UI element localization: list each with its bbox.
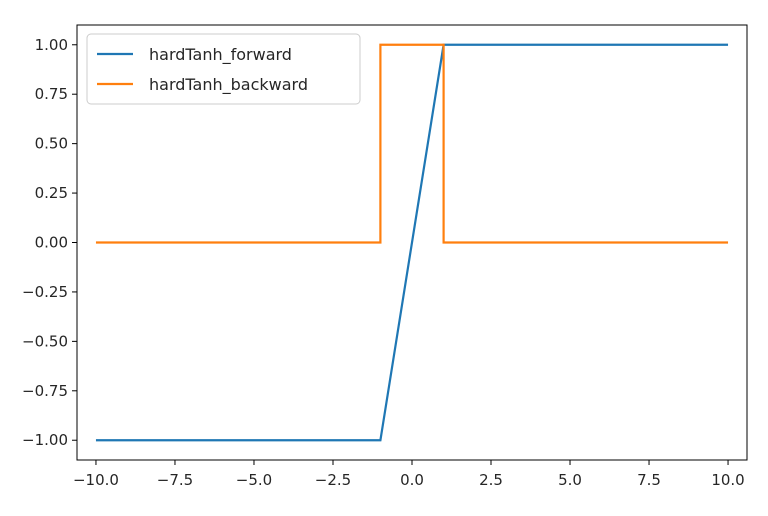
legend-label: hardTanh_backward [149, 75, 308, 95]
x-axis: −10.0 −7.5 −5.0 −2.5 0.0 2.5 5.0 7.5 10.0 [73, 460, 745, 489]
x-tick-label: −10.0 [73, 471, 119, 489]
series-lines [95, 43, 729, 442]
legend-box [86, 33, 361, 105]
y-tick-label: 0.25 [35, 184, 68, 202]
series-line-hardTanh_forward [95, 43, 729, 442]
x-tick-label: 7.5 [637, 471, 661, 489]
x-tick-label: −2.5 [315, 471, 351, 489]
y-axis: 1.00 0.75 0.50 0.25 0.00 −0.25 −0.50 −0.75 −1.00 [22, 36, 77, 449]
series-line-hardTanh_backward [95, 43, 729, 244]
legend: hardTanh_forward hardTanh_backward [86, 33, 361, 105]
x-tick-label: −5.0 [236, 471, 272, 489]
y-tick-label: −0.25 [22, 283, 68, 301]
x-tick-label: 5.0 [558, 471, 582, 489]
x-tick-label: −7.5 [157, 471, 193, 489]
y-tick-label: −1.00 [22, 431, 68, 449]
y-tick-label: 0.75 [35, 85, 68, 103]
y-tick-label: 1.00 [35, 36, 68, 54]
legend-items: hardTanh_forward hardTanh_backward [97, 45, 308, 95]
y-tick-label: −0.75 [22, 382, 68, 400]
y-tick-label: −0.50 [22, 332, 68, 350]
y-tick-label: 0.00 [35, 234, 68, 252]
x-tick-label: 0.0 [400, 471, 424, 489]
y-tick-label: 0.50 [35, 135, 68, 153]
x-tick-label: 10.0 [711, 471, 744, 489]
x-tick-label: 2.5 [479, 471, 503, 489]
legend-label: hardTanh_forward [149, 45, 292, 65]
